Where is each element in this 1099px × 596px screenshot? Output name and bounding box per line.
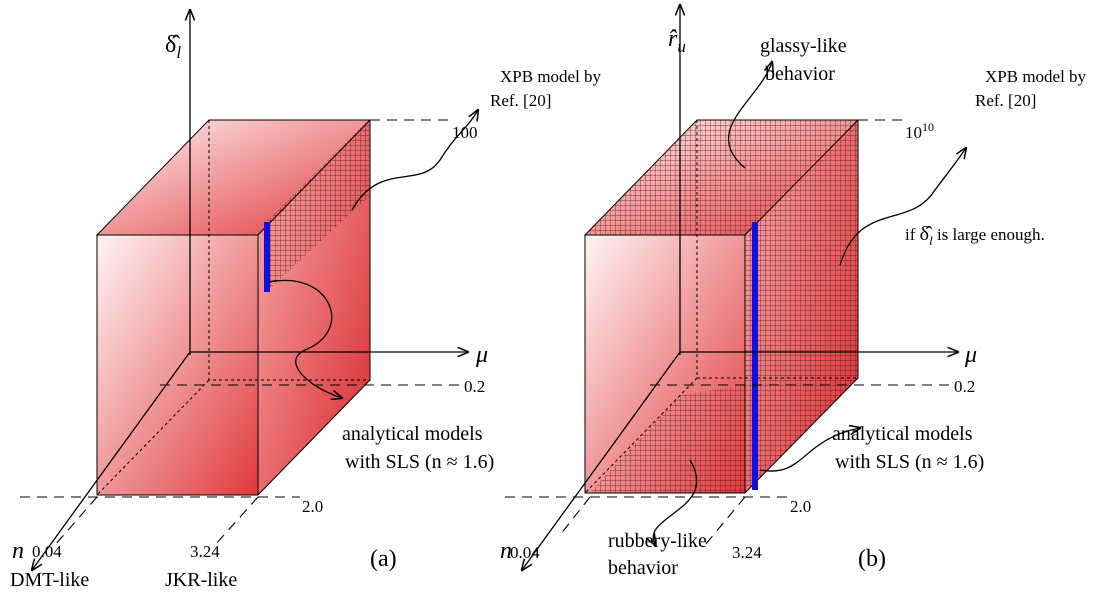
text: is large enough. — [933, 225, 1045, 244]
annotation: XPB model by — [985, 67, 1087, 86]
n-tick: 0.04 — [32, 542, 62, 561]
y-tick: 1010 — [905, 120, 934, 142]
subscript: l — [176, 43, 181, 62]
panel-a: δ̂l μ n 100 0.2 2.0 0.04 3.24 DMT-like J… — [10, 10, 602, 591]
annotation: glassy-like — [760, 35, 847, 57]
exponent: 10 — [922, 120, 934, 134]
xpb-arrow — [840, 148, 966, 265]
y-tick: 100 — [452, 123, 478, 142]
subscript: u — [677, 37, 686, 56]
y-axis-label: r̂u — [668, 26, 686, 56]
box-front — [97, 235, 258, 495]
y-axis-label: δ̂l — [165, 32, 181, 62]
panel-label: (b) — [858, 546, 886, 572]
x-tick: 0.2 — [954, 377, 975, 396]
x-axis-label: μ — [964, 342, 977, 368]
x-axis-label: μ — [475, 342, 488, 368]
annotation: XPB model by — [500, 67, 602, 86]
n-tick: 3.24 — [190, 542, 220, 561]
z-axis-label: n — [12, 538, 24, 564]
panel-b: r̂u glassy-like behavior 1010 XPB model … — [500, 5, 1087, 579]
base: 10 — [905, 123, 922, 142]
annotation: Ref. [20] — [975, 91, 1036, 110]
blue-bar — [752, 222, 758, 490]
z-tick: 2.0 — [790, 497, 811, 516]
n-tick: 3.24 — [732, 543, 762, 562]
figure: δ̂l μ n 100 0.2 2.0 0.04 3.24 DMT-like J… — [0, 0, 1099, 596]
regime-label: DMT-like — [10, 569, 89, 591]
annotation: rubbery-like — [608, 530, 707, 552]
annotation: behavior — [608, 557, 678, 579]
blue-bar — [264, 222, 270, 292]
x-tick: 0.2 — [464, 377, 485, 396]
z-tick: 2.0 — [302, 497, 323, 516]
annotation: analytical models — [832, 423, 973, 445]
annotation: analytical models — [342, 423, 483, 445]
annotation: with SLS (n ≈ 1.6) — [835, 451, 984, 473]
annotation: behavior — [765, 63, 835, 85]
annotation: Ref. [20] — [490, 91, 551, 110]
panel-label: (a) — [370, 546, 397, 572]
regime-label: JKR-like — [165, 569, 237, 591]
annotation: if δ̂l is large enough. — [905, 223, 1045, 248]
annotation: with SLS (n ≈ 1.6) — [345, 451, 494, 473]
text: if — [905, 225, 920, 244]
n-tick: 0.04 — [510, 543, 540, 562]
